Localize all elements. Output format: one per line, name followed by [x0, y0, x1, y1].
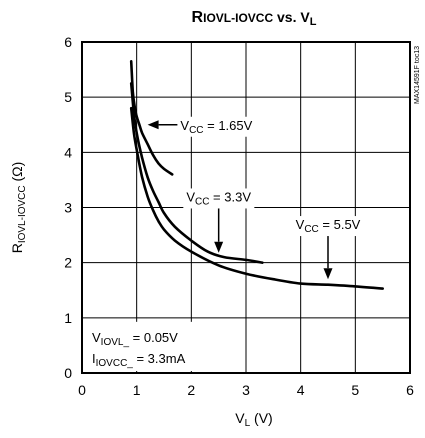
x-tick-label: 4: [297, 382, 305, 398]
annotation-layer: VCC = 1.65V VCC = 3.3V VCC = 5.5V: [147, 116, 364, 280]
annotation-bg-vcc55: [292, 216, 364, 237]
series-line-2: [129, 82, 264, 264]
annotation-arrowhead-vcc165: [147, 120, 159, 130]
y-tick-label: 0: [64, 365, 72, 381]
y-tick-label: 3: [64, 200, 72, 216]
chart-title: RIOVL-IOVCC vs. VL: [192, 9, 317, 28]
condition-line-2: IIOVCC_ = 3.3mA: [92, 351, 186, 369]
conditions-box: VIOVL_ = 0.05V IIOVCC_ = 3.3mA: [84, 321, 234, 371]
annotation-arrowhead-vcc55: [323, 268, 333, 280]
figure-id-label: MAX14591F toc13: [414, 46, 421, 104]
y-tick-label: 4: [64, 144, 72, 160]
x-tick-label: 3: [242, 382, 250, 398]
annotation-bg-vcc165: [177, 116, 256, 137]
y-tick-label: 2: [64, 255, 72, 271]
y-tick-label: 1: [64, 310, 72, 326]
x-axis-label: VL (V): [235, 410, 272, 429]
y-tick-label: 6: [64, 34, 72, 50]
conditions-background: [84, 321, 234, 371]
series-line-3: [129, 106, 384, 290]
annotation-arrowhead-vcc33: [214, 241, 224, 253]
x-tick-label: 5: [351, 382, 359, 398]
y-tick-label: 5: [64, 89, 72, 105]
x-tick-label: 0: [78, 382, 86, 398]
annotation-label-vcc55: VCC = 5.5V: [296, 217, 361, 235]
x-tick-label: 6: [406, 382, 414, 398]
x-tick-labels: 0 1 2 3 4 5 6: [78, 382, 414, 398]
chart-grid: [82, 42, 410, 373]
annotation-label-vcc165: VCC = 1.65V: [180, 118, 252, 136]
y-axis-label: RIOVL-IOVCC (Ω): [9, 162, 28, 254]
x-tick-label: 1: [133, 382, 141, 398]
condition-line-1: VIOVL_ = 0.05V: [92, 330, 178, 348]
series-layer: [129, 60, 384, 290]
plot-frame: [81, 41, 411, 374]
annotation-bg-vcc33: [183, 188, 255, 209]
y-tick-labels: 0 1 2 3 4 5 6: [64, 34, 72, 381]
annotation-label-vcc33: VCC = 3.3V: [186, 189, 251, 207]
x-tick-label: 2: [187, 382, 195, 398]
